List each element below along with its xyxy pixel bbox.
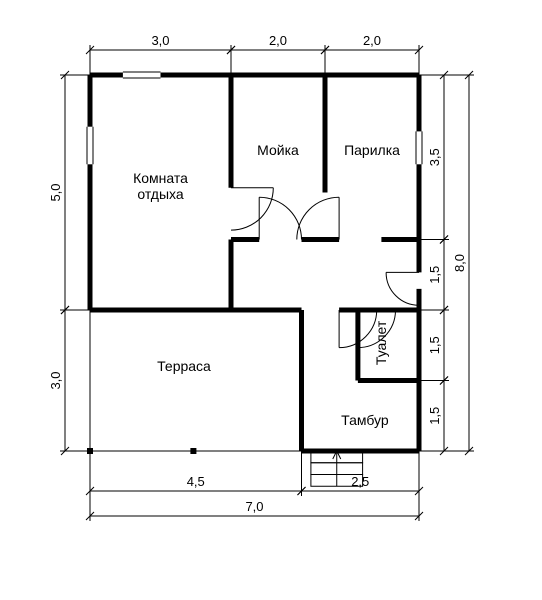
window [87,127,93,165]
door-arc [297,197,339,239]
room-label-steam: Парилка [344,142,400,158]
window [416,131,422,164]
dim-left-0-text: 5,0 [48,183,63,201]
door-arc [231,188,273,230]
dim-right-in-3-text: 1,5 [427,407,442,425]
dim-left-1-text: 3,0 [48,371,63,389]
dim-right-out-0-text: 8,0 [452,254,467,272]
room-label-vest: Тамбур [341,412,389,428]
room-label-rest: отдыха [137,186,184,202]
dim-right-in-0-text: 3,5 [427,148,442,166]
room-label-wash: Мойка [257,142,299,158]
dim-bot-in-0-text: 4,5 [187,474,205,489]
dim-right-in-1-text: 1,5 [427,266,442,284]
dim-bot-in-1-text: 2,5 [351,474,369,489]
dim-bot-out-0-text: 7,0 [245,499,263,514]
door-arc [386,272,419,305]
dim-top-1-text: 2,0 [269,33,287,48]
dim-right-in-2-text: 1,5 [427,336,442,354]
floor-plan: Комнатаотдыха Мойка Парилка Терраса Туалет Та… [0,0,542,600]
room-label-toilet: Туалет [373,320,389,365]
dim-top-2-text: 2,0 [363,33,381,48]
post [190,448,196,454]
door-arc [259,197,301,239]
window [123,72,161,78]
room-label-terrace: Терраса [157,358,211,374]
room-label-rest: Комната [133,170,188,186]
dim-top-0-text: 3,0 [151,33,169,48]
